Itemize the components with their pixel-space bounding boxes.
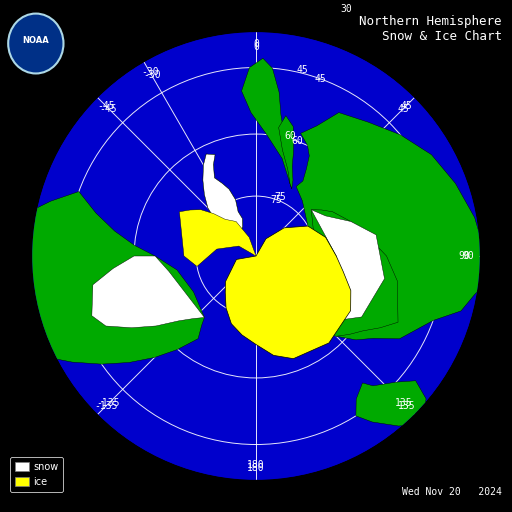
Polygon shape — [485, 141, 512, 195]
Text: -30: -30 — [141, 67, 159, 77]
Polygon shape — [203, 154, 243, 237]
Text: 60: 60 — [292, 136, 304, 146]
Text: 60: 60 — [285, 131, 296, 141]
Polygon shape — [92, 256, 204, 328]
Text: NOAA: NOAA — [23, 36, 49, 45]
Polygon shape — [356, 381, 426, 426]
Polygon shape — [296, 113, 492, 340]
Text: 45: 45 — [398, 103, 410, 114]
Polygon shape — [0, 191, 204, 364]
Text: 180: 180 — [247, 463, 265, 474]
Text: Wed Nov 20   2024: Wed Nov 20 2024 — [402, 486, 502, 497]
Circle shape — [32, 32, 480, 480]
Text: -135: -135 — [94, 401, 118, 411]
Polygon shape — [225, 226, 351, 359]
Text: 75: 75 — [274, 192, 286, 202]
Circle shape — [8, 13, 63, 73]
Polygon shape — [279, 116, 294, 189]
Text: -45: -45 — [100, 103, 117, 114]
Text: 75: 75 — [271, 195, 282, 205]
Text: 90: 90 — [462, 251, 474, 261]
Text: 45: 45 — [314, 74, 326, 84]
Text: -45: -45 — [97, 101, 115, 111]
Polygon shape — [311, 210, 385, 321]
Text: 90: 90 — [459, 251, 471, 261]
Text: 180: 180 — [247, 460, 265, 470]
Text: -30: -30 — [143, 70, 161, 80]
Text: 30: 30 — [340, 4, 352, 14]
Text: 45: 45 — [400, 101, 412, 111]
Polygon shape — [242, 58, 292, 189]
Text: 30: 30 — [309, 0, 321, 2]
Text: 45: 45 — [296, 66, 308, 75]
Polygon shape — [284, 210, 398, 336]
Text: -135: -135 — [97, 398, 120, 409]
Text: 0: 0 — [253, 38, 259, 49]
Legend: snow, ice: snow, ice — [10, 457, 63, 492]
Polygon shape — [179, 210, 256, 266]
Text: Northern Hemisphere
Snow & Ice Chart: Northern Hemisphere Snow & Ice Chart — [359, 15, 502, 44]
Text: 0: 0 — [253, 42, 259, 52]
Polygon shape — [289, 0, 512, 23]
Text: 135: 135 — [397, 401, 415, 411]
Text: 135: 135 — [395, 398, 412, 409]
Polygon shape — [203, 154, 243, 237]
Polygon shape — [0, 205, 18, 367]
